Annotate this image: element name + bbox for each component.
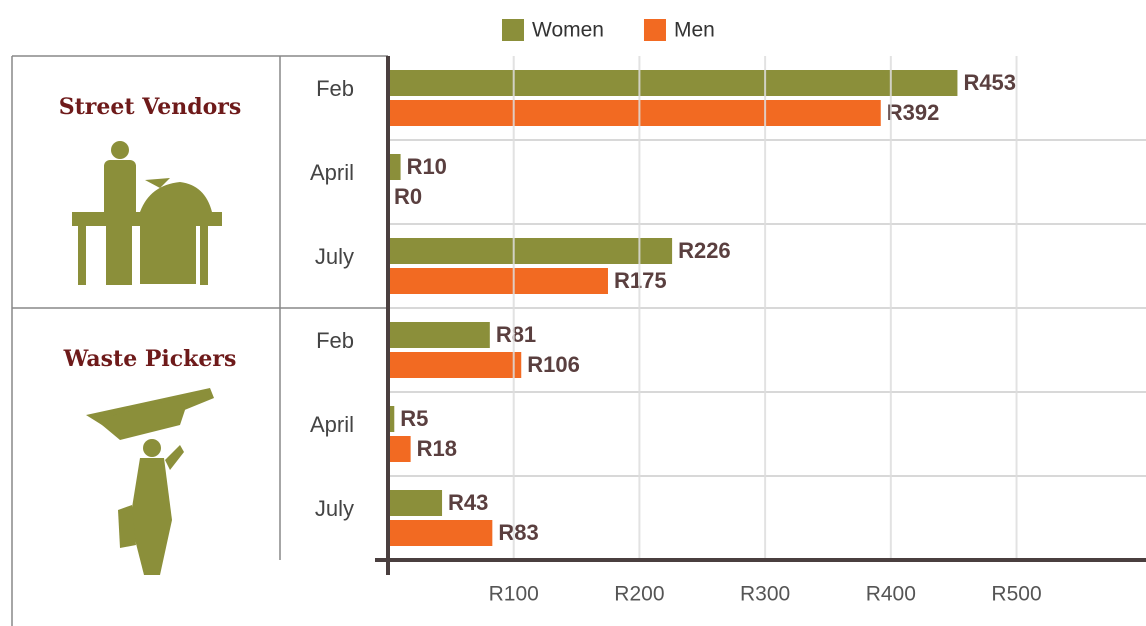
group-label: Street Vendors [59, 94, 242, 120]
category-label: July [315, 244, 354, 269]
vendor-icon [72, 141, 222, 285]
bar [388, 436, 411, 462]
category-label: Feb [316, 328, 354, 353]
value-label: R5 [400, 406, 428, 431]
value-label: R81 [496, 322, 536, 347]
value-label: R43 [448, 490, 488, 515]
value-label: R106 [527, 352, 580, 377]
picker-icon [86, 388, 214, 575]
left-panel [11, 55, 388, 626]
value-label: R453 [963, 70, 1016, 95]
x-tick-label: R400 [866, 583, 916, 606]
value-label: R10 [407, 154, 447, 179]
bar [388, 268, 608, 294]
category-label: July [315, 496, 354, 521]
category-label: April [310, 160, 354, 185]
bar [388, 154, 401, 180]
legend-swatch [502, 19, 524, 41]
value-label: R18 [417, 436, 457, 461]
legend-label: Men [674, 19, 715, 42]
legend-label: Women [532, 19, 604, 42]
legend-swatch [643, 19, 666, 41]
category-label: April [310, 412, 354, 437]
bar [388, 70, 958, 96]
value-label: R83 [498, 520, 538, 545]
x-tick-label: R500 [991, 583, 1041, 606]
bar [388, 238, 673, 264]
x-tick-label: R100 [489, 583, 539, 606]
category-label: Feb [316, 76, 354, 101]
value-label: R392 [887, 100, 940, 125]
bar [388, 322, 490, 348]
bar [388, 100, 881, 126]
x-tick-label: R200 [614, 583, 664, 606]
value-label: R0 [394, 184, 422, 209]
bar [388, 520, 493, 546]
group-label: Waste Pickers [63, 346, 237, 372]
x-tick-label: R300 [740, 583, 790, 606]
bar [388, 406, 395, 432]
value-label: R226 [678, 238, 731, 263]
bar [388, 490, 443, 516]
bar [388, 352, 522, 378]
